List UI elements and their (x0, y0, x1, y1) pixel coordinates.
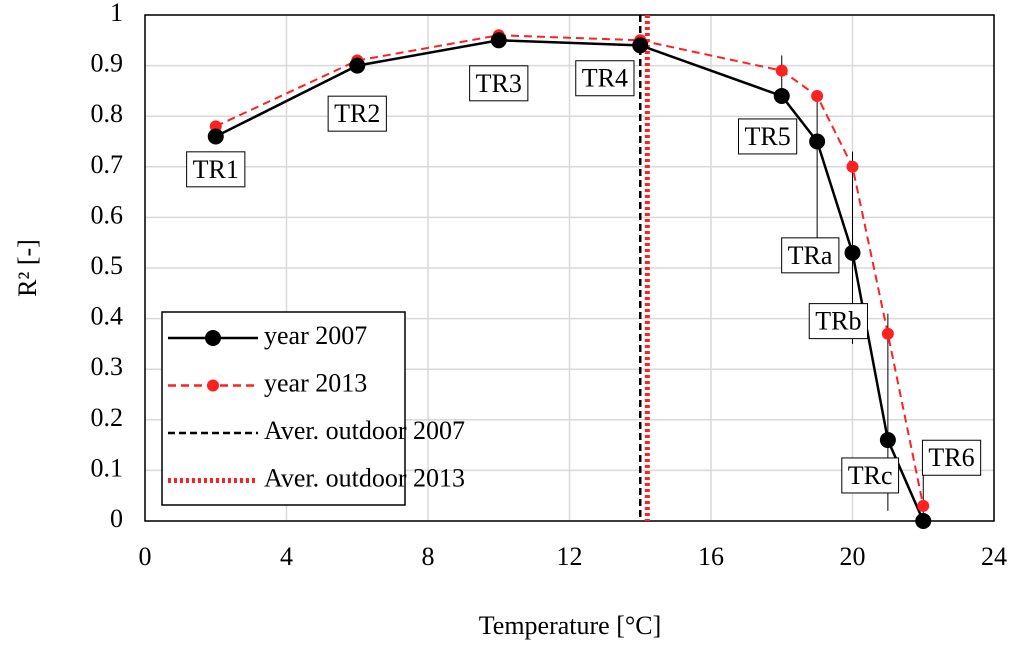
annotation-label: TR3 (476, 69, 522, 98)
data-point (811, 89, 824, 102)
plot-frame (144, 14, 995, 522)
x-tick-label: 12 (557, 542, 583, 571)
y-tick-label: 0.5 (91, 251, 124, 280)
annotation-label: TRa (788, 241, 833, 270)
data-point (207, 128, 224, 145)
annotation: TRb (808, 303, 868, 340)
annotation-box (921, 439, 982, 476)
x-tick-label: 20 (840, 542, 866, 571)
annotation-box (781, 237, 840, 274)
x-tick-label: 0 (139, 542, 152, 571)
annotation-box (841, 457, 900, 494)
x-tick-label: 16 (698, 542, 724, 571)
annotation-box (469, 65, 529, 102)
annotation: TR5 (737, 118, 798, 155)
x-tick-label: 24 (981, 542, 1007, 571)
legend-label: Aver. outdoor 2007 (264, 416, 465, 445)
annotation-box (737, 118, 798, 155)
data-point (879, 432, 896, 449)
annotation-label: TRc (848, 461, 893, 490)
data-point (490, 32, 507, 49)
y-tick-label: 0.9 (91, 49, 124, 78)
x-tick-label: 8 (422, 542, 435, 571)
y-tick-label: 0.3 (91, 352, 124, 381)
legend-label: year 2013 (264, 368, 367, 397)
annotation: TRc (841, 457, 900, 494)
data-point (917, 499, 930, 512)
y-tick-label: 0.4 (91, 302, 124, 331)
annotation: TR2 (327, 95, 387, 132)
legend-marker (207, 379, 219, 392)
x-tick-label: 4 (280, 542, 293, 571)
y-tick-label: 0.7 (91, 150, 124, 179)
data-point (809, 133, 826, 150)
annotation: TR3 (469, 65, 529, 102)
annotation-label: TRb (815, 307, 861, 336)
legend-box (161, 311, 406, 506)
data-point (881, 327, 894, 340)
annotation-label: TR2 (334, 99, 380, 128)
annotation-label: TR1 (193, 155, 239, 184)
annotation-label: TR6 (928, 443, 974, 472)
legend-marker (205, 330, 221, 346)
x-axis-label: Temperature [°C] (479, 611, 662, 640)
annotation-box (808, 303, 868, 340)
legend-label: Aver. outdoor 2013 (264, 463, 465, 492)
annotation: TRa (781, 237, 840, 274)
annotation-box (575, 60, 635, 97)
data-point (632, 37, 649, 54)
annotation: TR6 (921, 439, 982, 476)
annotation-label: TR5 (744, 122, 790, 151)
annotation-label: TR4 (582, 64, 628, 93)
y-tick-label: 0.6 (91, 200, 124, 229)
data-point (915, 513, 932, 529)
annotation-box (327, 95, 387, 132)
annotation: TR4 (575, 60, 635, 97)
annotation: TR1 (186, 151, 246, 188)
y-tick-label: 0.1 (91, 453, 124, 482)
annotation-box (186, 151, 246, 188)
y-tick-label: 1 (110, 0, 123, 27)
y-tick-label: 0.2 (91, 403, 124, 432)
data-point (773, 87, 790, 104)
data-point (846, 160, 859, 173)
data-point (844, 244, 861, 261)
legend-label: year 2007 (264, 321, 367, 350)
y-tick-label: 0 (110, 504, 123, 533)
y-tick-label: 0.8 (91, 99, 124, 128)
y-axis-label: R² [-] (13, 239, 42, 297)
data-point (775, 64, 788, 77)
data-point (349, 57, 366, 74)
